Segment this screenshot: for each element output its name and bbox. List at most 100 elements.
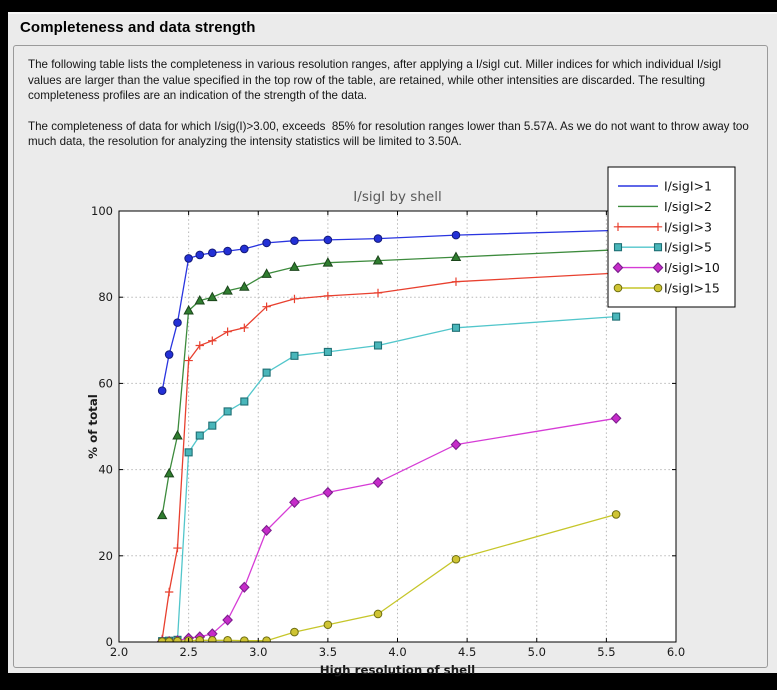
- series-marker: [290, 627, 299, 637]
- x-tick-label: 3.5: [319, 645, 337, 659]
- series-marker: [172, 429, 183, 440]
- series-marker: [323, 291, 333, 301]
- series-marker: [223, 246, 232, 256]
- legend-sample-marker: [613, 222, 623, 231]
- legend-label: I/sigI>5: [664, 240, 712, 255]
- legend-item: I/sigI>15: [613, 281, 720, 296]
- series-marker: [290, 236, 299, 246]
- series-marker: [173, 318, 182, 327]
- series-marker: [239, 281, 250, 291]
- series-marker: [323, 620, 333, 630]
- y-tick-label: 0: [106, 635, 113, 649]
- description-paragraph-1: The following table lists the completene…: [28, 58, 725, 103]
- legend-label: I/sigI>10: [664, 260, 720, 275]
- series-marker: [322, 486, 334, 499]
- series-marker: [194, 295, 206, 305]
- legend-sample-marker: [653, 222, 663, 231]
- series-marker: [164, 587, 174, 597]
- series-marker: [612, 312, 621, 321]
- chart-title: I/sigI by shell: [353, 189, 441, 205]
- series-marker: [373, 234, 383, 243]
- x-tick-label: 2.5: [179, 645, 197, 659]
- x-tick-label: 5.0: [528, 645, 546, 659]
- series-marker: [222, 285, 233, 295]
- series-marker: [290, 351, 299, 360]
- legend-label: I/sigI>3: [664, 219, 712, 234]
- series-marker: [240, 244, 249, 254]
- y-tick-label: 60: [98, 376, 113, 390]
- series-marker: [195, 635, 205, 642]
- series-marker: [290, 294, 299, 304]
- series-marker: [262, 636, 271, 642]
- series-marker: [450, 439, 462, 451]
- legend-item: I/sigI>5: [613, 240, 712, 255]
- series-marker: [372, 476, 384, 489]
- series-marker: [240, 323, 249, 333]
- series-marker: [207, 248, 217, 258]
- series-marker: [208, 336, 217, 345]
- series-line: [161, 229, 617, 391]
- series-marker: [207, 291, 218, 302]
- series-marker: [451, 230, 461, 240]
- series-marker: [451, 277, 461, 286]
- series-6: [157, 510, 621, 642]
- series-marker: [289, 496, 300, 508]
- legend-label: I/sigI>1: [664, 179, 712, 194]
- series-marker: [183, 304, 194, 315]
- series-marker: [222, 614, 233, 626]
- series-marker: [208, 421, 217, 430]
- series-marker: [261, 268, 272, 278]
- legend-sample-marker: [613, 243, 623, 252]
- series-marker: [611, 510, 621, 519]
- series-marker: [195, 341, 204, 350]
- x-axis-label: High resolution of shell: [320, 663, 475, 677]
- series-marker: [373, 288, 383, 298]
- series-marker: [373, 341, 383, 350]
- series-marker: [373, 609, 383, 619]
- series-marker: [173, 636, 182, 642]
- legend-sample-marker: [613, 283, 623, 293]
- series-marker: [195, 250, 205, 260]
- legend-label: I/sigI>15: [664, 281, 720, 296]
- series-marker: [163, 467, 175, 478]
- series-marker: [207, 635, 217, 642]
- series-marker: [240, 397, 249, 406]
- series-marker: [223, 635, 232, 642]
- series-marker: [610, 412, 622, 424]
- series-marker: [261, 524, 272, 536]
- series-marker: [184, 448, 193, 457]
- series-marker: [262, 238, 271, 248]
- series-marker: [164, 350, 174, 359]
- series-marker: [184, 254, 193, 263]
- series-marker: [450, 251, 462, 262]
- series-marker: [451, 554, 461, 564]
- series-marker: [223, 407, 232, 416]
- series-marker: [262, 368, 271, 377]
- description-paragraph-2: The completeness of data for which I/sig…: [28, 119, 753, 149]
- legend-item: I/sigI>2: [618, 199, 712, 214]
- y-tick-label: 20: [98, 549, 113, 563]
- y-tick-label: 100: [91, 204, 113, 218]
- x-tick-label: 4.5: [458, 645, 476, 659]
- x-tick-label: 2.0: [110, 645, 128, 659]
- series-line: [161, 272, 617, 640]
- y-tick-label: 80: [98, 290, 113, 304]
- series-marker: [173, 543, 182, 553]
- legend-item: I/sigI>3: [613, 219, 712, 234]
- completeness-section-box: The following table lists the completene…: [13, 45, 768, 668]
- series-marker: [322, 257, 334, 267]
- x-tick-label: 4.0: [388, 645, 406, 659]
- series-marker: [289, 261, 300, 271]
- legend-sample-marker: [612, 262, 624, 274]
- series-marker: [262, 302, 271, 311]
- series-marker: [195, 431, 204, 440]
- series-marker: [238, 581, 250, 593]
- series-line: [162, 315, 617, 642]
- series-marker: [372, 254, 384, 265]
- series-marker: [184, 356, 193, 365]
- x-tick-label: 5.5: [597, 645, 615, 659]
- series-marker: [240, 636, 249, 642]
- series-marker: [323, 347, 332, 356]
